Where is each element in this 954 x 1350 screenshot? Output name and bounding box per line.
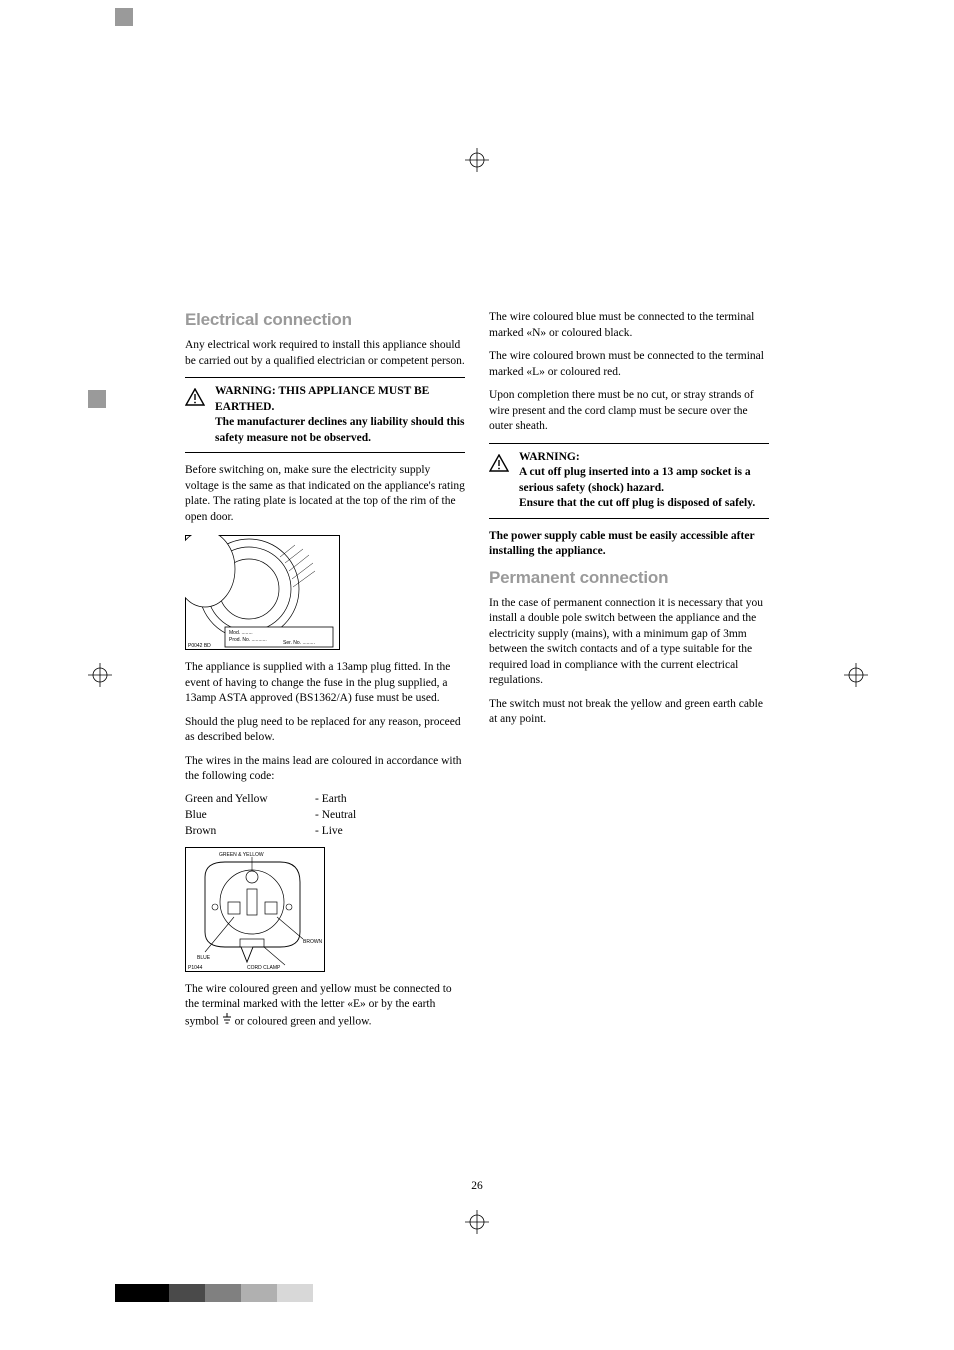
wire-row: Brown- Live (185, 825, 465, 837)
warning-text: WARNING: A cut off plug inserted into a … (519, 450, 769, 512)
fig-label: P1044 (188, 965, 203, 971)
earth-symbol-icon (222, 1013, 232, 1031)
paragraph: The wire coloured green and yellow must … (185, 982, 465, 1031)
paragraph: The power supply cable must be easily ac… (489, 529, 769, 560)
paragraph: The wire coloured blue must be connected… (489, 310, 769, 341)
wire-name: Brown (185, 825, 315, 837)
color-swatch (205, 1284, 223, 1302)
warning-head: WARNING: (519, 451, 580, 463)
paragraph: The switch must not break the yellow and… (489, 697, 769, 728)
color-swatch (169, 1284, 187, 1302)
color-swatch (133, 1284, 151, 1302)
wire-role: - Neutral (315, 809, 356, 821)
page-content: Electrical connection Any electrical wor… (185, 310, 769, 1038)
bold-text: The power supply cable must be easily ac… (489, 530, 754, 558)
trim-mark (115, 8, 133, 26)
paragraph: Any electrical work required to install … (185, 338, 465, 369)
paragraph: Before switching on, make sure the elect… (185, 463, 465, 525)
paragraph: The wire coloured brown must be connecte… (489, 349, 769, 380)
wire-row: Green and Yellow- Earth (185, 793, 465, 805)
right-column: The wire coloured blue must be connected… (489, 310, 769, 1038)
paragraph: In the case of permanent connection it i… (489, 596, 769, 689)
paragraph: The appliance is supplied with a 13amp p… (185, 660, 465, 707)
trim-mark (88, 390, 106, 408)
heading-permanent: Permanent connection (489, 568, 769, 588)
fig-label: P0042 BD (188, 643, 211, 649)
figure-plug-wiring: GREEN & YELLOW BLUE BROWN CORD CLAMP P10… (185, 847, 465, 972)
warning-icon (185, 384, 207, 446)
heading-electrical: Electrical connection (185, 310, 465, 330)
paragraph: Upon completion there must be no cut, or… (489, 388, 769, 435)
warning-line: The manufacturer declines any liability … (215, 416, 464, 444)
warning-text: WARNING: THIS APPLIANCE MUST BE EARTHED.… (215, 384, 465, 446)
fig-label: CORD CLAMP (247, 965, 281, 971)
paragraph: The wires in the mains lead are coloured… (185, 754, 465, 785)
color-swatch (223, 1284, 241, 1302)
color-swatch (259, 1284, 277, 1302)
figure-rating-plate: Mod. ........ Prod. No. ........... Ser.… (185, 535, 465, 650)
warning-box-earthed: WARNING: THIS APPLIANCE MUST BE EARTHED.… (185, 377, 465, 453)
color-swatch (187, 1284, 205, 1302)
wire-name: Blue (185, 809, 315, 821)
page-number: 26 (185, 1180, 769, 1192)
wire-role: - Earth (315, 793, 347, 805)
fig-label: Ser. No. ......... (283, 640, 315, 646)
wire-colour-table: Green and Yellow- EarthBlue- NeutralBrow… (185, 793, 465, 837)
registration-mark-left (88, 663, 112, 687)
left-column: Electrical connection Any electrical wor… (185, 310, 465, 1038)
registration-mark-top (465, 148, 489, 172)
color-swatch (277, 1284, 295, 1302)
text-run: or coloured green and yellow. (235, 1015, 372, 1027)
registration-mark-right (844, 663, 868, 687)
color-swatch (295, 1284, 313, 1302)
fig-label: Prod. No. ........... (229, 637, 267, 643)
fig-label: GREEN & YELLOW (219, 852, 264, 858)
fig-label: BLUE (197, 955, 211, 961)
fig-label: BROWN (303, 939, 323, 945)
warning-icon (489, 450, 511, 512)
color-swatch (151, 1284, 169, 1302)
warning-line: WARNING: THIS APPLIANCE MUST BE EARTHED. (215, 385, 429, 413)
wire-row: Blue- Neutral (185, 809, 465, 821)
paragraph: Should the plug need to be replaced for … (185, 715, 465, 746)
color-bar (115, 1284, 313, 1302)
wire-name: Green and Yellow (185, 793, 315, 805)
color-swatch (115, 1284, 133, 1302)
wire-role: - Live (315, 825, 343, 837)
warning-line: A cut off plug inserted into a 13 amp so… (519, 466, 751, 494)
color-swatch (241, 1284, 259, 1302)
fig-label: Mod. ........ (229, 630, 253, 636)
registration-mark-bottom (465, 1210, 489, 1234)
warning-line: Ensure that the cut off plug is disposed… (519, 497, 755, 509)
warning-box-cutoff-plug: WARNING: A cut off plug inserted into a … (489, 443, 769, 519)
